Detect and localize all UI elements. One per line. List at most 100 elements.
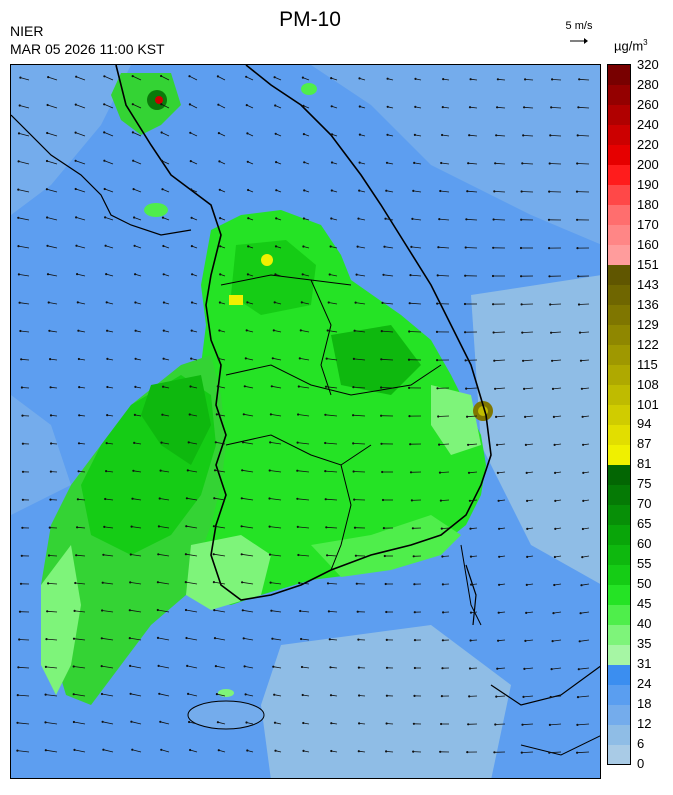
wind-arrow: [158, 526, 170, 529]
wind-arrow-head: [385, 610, 388, 614]
legend-tick-label: 101: [637, 396, 659, 412]
wind-arrow: [217, 721, 226, 725]
wind-arrow-head: [413, 583, 416, 586]
legend-color-swatch: [608, 304, 630, 326]
wind-arrow-head: [413, 666, 416, 670]
wind-arrow-head: [442, 611, 445, 614]
wind-arrow: [103, 554, 114, 557]
wind-arrow-head: [354, 554, 357, 557]
wind-arrow-head: [129, 553, 132, 556]
wind-arrow-head: [493, 359, 496, 362]
wind-arrow-head: [523, 667, 526, 671]
wind-arrow: [525, 639, 534, 642]
wind-arrow: [551, 331, 562, 334]
wind-arrow-head: [17, 160, 20, 163]
wind-arrow-head: [160, 159, 164, 162]
wind-arrow-head: [246, 132, 249, 135]
legend-tick-label: 60: [637, 536, 652, 552]
wind-arrow-head: [46, 216, 49, 219]
wind-arrow-head: [246, 749, 249, 752]
wind-arrow: [246, 76, 254, 81]
wind-arrow-head: [130, 525, 133, 528]
legend-color-swatch: [608, 524, 630, 545]
wind-arrow: [101, 693, 114, 697]
wind-arrow: [214, 469, 226, 473]
wind-arrow: [386, 751, 394, 753]
legend-color-swatch: [608, 144, 630, 166]
wind-arrow-head: [102, 553, 105, 556]
wind-arrow-head: [358, 77, 361, 80]
wind-arrow: [18, 245, 30, 249]
wind-arrow-head: [382, 527, 385, 530]
jeju-island: [187, 700, 265, 730]
wind-arrow-head: [106, 329, 109, 332]
legend-tick-label: 136: [637, 296, 659, 312]
wind-arrow-head: [408, 415, 411, 418]
wind-arrow-head: [497, 611, 500, 614]
wind-arrow-head: [301, 693, 304, 697]
wind-arrow-head: [74, 581, 77, 585]
wind-arrow-head: [495, 415, 498, 418]
wind-arrow: [18, 189, 30, 193]
land-pollution-area: [144, 203, 168, 217]
wind-arrow-head: [380, 358, 383, 361]
legend-color-swatch: [608, 344, 630, 366]
wind-arrow-head: [75, 216, 78, 219]
timestamp-label: MAR 05 2026 11:00 KST: [10, 41, 165, 57]
wind-arrow-head: [274, 273, 277, 276]
wind-arrow-head: [75, 554, 78, 557]
wind-arrow-head: [577, 303, 581, 306]
wind-arrow-head: [157, 664, 160, 668]
wind-arrow-head: [354, 301, 357, 304]
wind-arrow: [48, 302, 58, 305]
wind-arrow: [242, 609, 254, 613]
wind-arrow: [106, 273, 114, 277]
wind-arrow-head: [215, 693, 218, 696]
wind-arrow-head: [158, 497, 161, 500]
wind-arrow: [77, 526, 86, 529]
wind-arrow-head: [18, 301, 21, 304]
wind-arrow-head: [73, 748, 76, 752]
wind-arrow-head: [381, 498, 385, 502]
wind-arrow-head: [190, 245, 193, 248]
wind-arrow: [73, 693, 86, 697]
wind-arrow: [241, 525, 254, 529]
wind-arrow-head: [493, 190, 496, 193]
wind-arrow: [190, 386, 198, 389]
wind-arrow-head: [185, 497, 188, 500]
wind-arrow: [354, 330, 366, 333]
wind-arrow-head: [414, 77, 417, 80]
wind-arrow: [157, 637, 170, 641]
wind-arrow-head: [103, 131, 106, 134]
wind-arrow-head: [356, 610, 359, 613]
wind-arrow: [301, 666, 310, 669]
wind-arrow-head: [103, 525, 106, 528]
wind-arrow: [325, 442, 338, 445]
wind-arrow: [47, 104, 58, 109]
wind-arrow-head: [134, 301, 137, 304]
wind-arrow-head: [184, 581, 187, 584]
wind-arrow-head: [273, 721, 277, 724]
wind-arrow-head: [18, 638, 21, 641]
wind-arrow-head: [498, 583, 501, 586]
legend-tick-label: 320: [637, 57, 659, 72]
wind-arrow: [21, 358, 30, 361]
legend-tick-label: 94: [637, 416, 652, 432]
wind-arrow: [21, 387, 30, 389]
wind-arrow-head: [548, 247, 551, 250]
wind-arrow: [297, 442, 310, 445]
wind-arrow-head: [49, 358, 52, 361]
wind-arrow: [50, 358, 58, 361]
map-canvas: [11, 65, 600, 778]
wind-arrow: [48, 76, 58, 81]
wind-arrow-head: [441, 667, 444, 670]
wind-arrow-head: [413, 639, 417, 642]
wind-arrow: [48, 555, 58, 557]
wind-arrow: [297, 526, 310, 529]
wind-arrow-head: [46, 244, 49, 247]
wind-arrow-head: [521, 331, 524, 334]
wind-arrow-head: [269, 413, 272, 416]
land-pollution-area: [218, 689, 234, 697]
wind-arrow-head: [243, 385, 246, 388]
wind-arrow-head: [358, 722, 361, 725]
